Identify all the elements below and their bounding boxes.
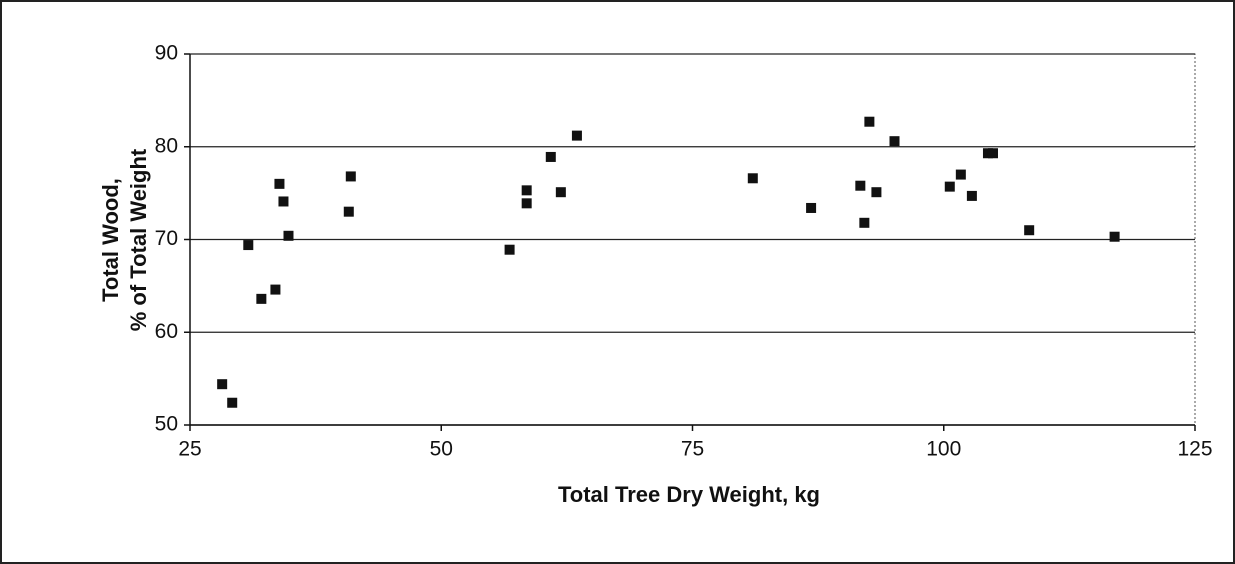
point — [343, 206, 354, 217]
x-tick-label: 25 — [178, 438, 201, 461]
point — [274, 178, 285, 189]
x-tick-label: 125 — [1177, 438, 1212, 461]
point — [270, 284, 281, 295]
point — [864, 116, 875, 127]
point — [982, 148, 993, 159]
point — [243, 240, 254, 251]
point — [859, 217, 870, 228]
y-tick-label: 90 — [155, 42, 178, 65]
point — [227, 397, 238, 408]
x-tick-label: 75 — [681, 438, 704, 461]
point — [1109, 231, 1120, 242]
point — [987, 148, 998, 159]
y-tick-label: 80 — [155, 134, 178, 157]
y-tick-label: 50 — [155, 413, 178, 436]
point — [871, 187, 882, 198]
y-axis-label: % of Total Weight — [126, 148, 151, 331]
x-axis-label: Total Tree Dry Weight, kg — [558, 482, 820, 507]
point — [504, 244, 515, 255]
point — [889, 136, 900, 147]
y-tick-label: 60 — [155, 320, 178, 343]
point — [521, 198, 532, 209]
point — [747, 173, 758, 184]
x-tick-label: 100 — [926, 438, 961, 461]
point — [345, 171, 356, 182]
y-tick-label: 70 — [155, 227, 178, 250]
point — [283, 230, 294, 241]
point — [855, 180, 866, 191]
point — [217, 379, 228, 390]
point — [955, 169, 966, 180]
point — [806, 202, 817, 213]
point — [278, 196, 289, 207]
point — [944, 181, 955, 192]
y-axis-label: Total Wood, — [98, 178, 123, 302]
point — [555, 187, 566, 198]
x-tick-label: 50 — [430, 438, 453, 461]
point — [545, 151, 556, 162]
point — [966, 190, 977, 201]
point — [1024, 225, 1035, 236]
point — [571, 130, 582, 141]
point — [256, 293, 267, 304]
point — [521, 185, 532, 196]
